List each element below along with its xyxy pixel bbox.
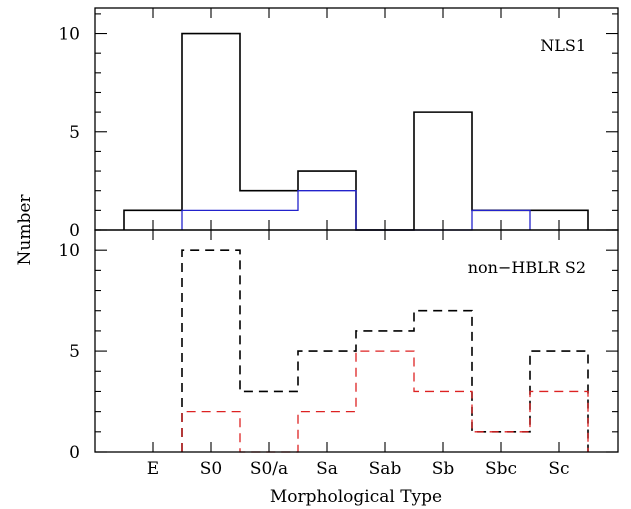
x-tick-label: S0 (200, 459, 222, 479)
x-tick-label: E (147, 459, 159, 479)
x-tick-label: Sbc (485, 459, 517, 479)
panel-frame (94, 229, 619, 453)
x-tick-label: Sa (316, 459, 338, 479)
panel-label: non−HBLR S2 (468, 258, 586, 277)
histogram-series-1 (181, 249, 589, 452)
x-tick-label: Sab (369, 459, 402, 479)
x-axis-label: Morphological Type (270, 487, 442, 507)
y-tick-label: 10 (58, 25, 80, 45)
y-tick-label: 0 (69, 443, 80, 463)
y-tick-label: 0 (69, 221, 80, 241)
y-tick-label: 5 (69, 342, 80, 362)
x-tick-label: Sb (432, 459, 455, 479)
y-axis-label: Number (15, 194, 35, 266)
x-tick-label: S0/a (250, 459, 288, 479)
y-tick-label: 10 (58, 241, 80, 261)
panel-2: 0 5 10 non−HBLR S2 (58, 229, 619, 463)
panel-label: NLS1 (540, 36, 586, 55)
histogram-series-2 (181, 350, 589, 453)
panel-1: 0 5 10 NLS1 (58, 7, 619, 241)
y-tick-label: 5 (69, 123, 80, 143)
histogram-series-2 (181, 190, 531, 231)
x-tick-label: Sc (548, 459, 569, 479)
